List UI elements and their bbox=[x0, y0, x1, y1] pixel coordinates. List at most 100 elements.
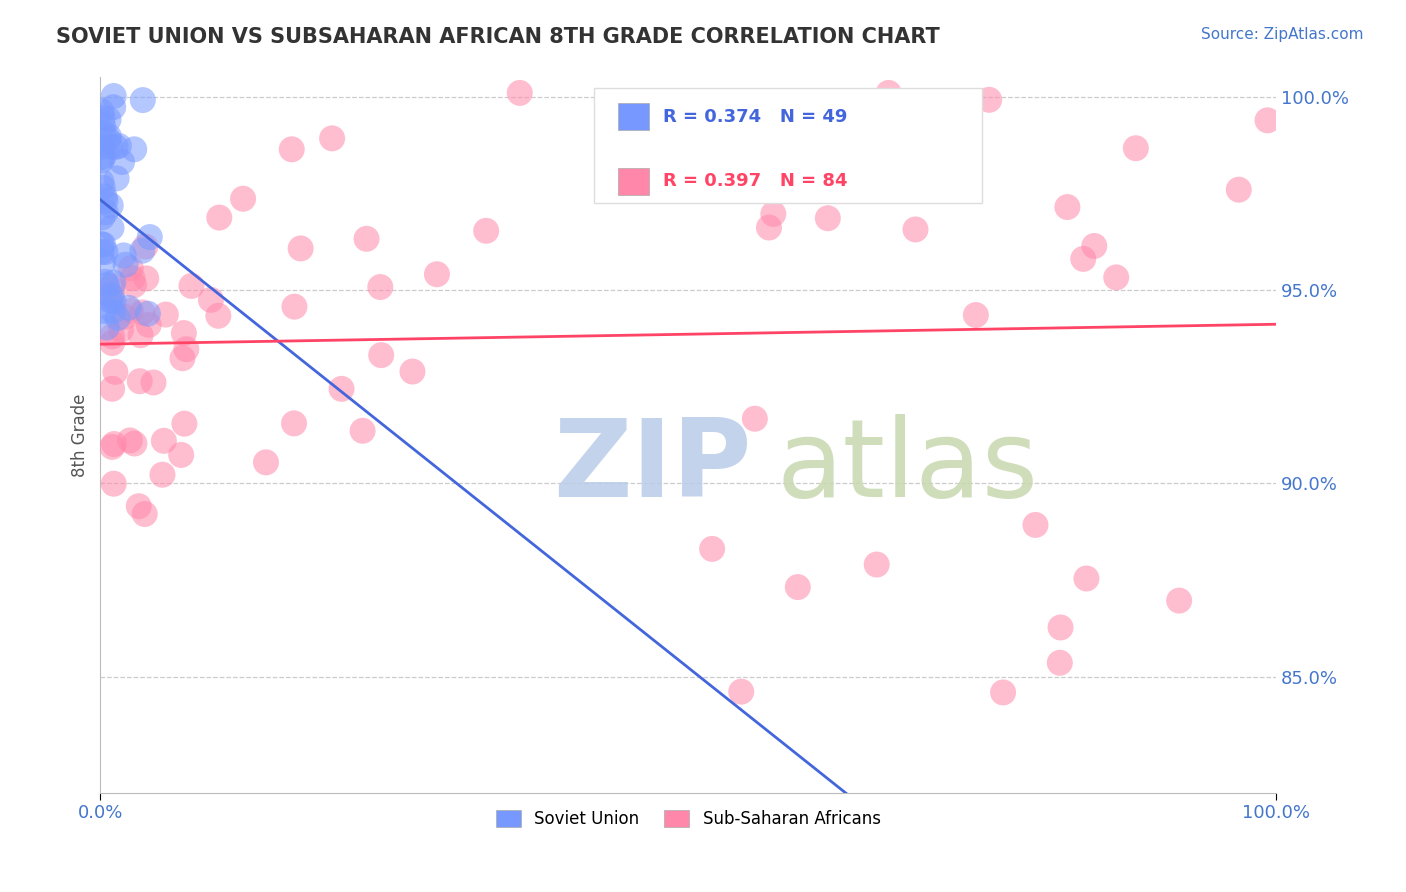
Point bbox=[155, 308, 177, 322]
Point bbox=[128, 374, 150, 388]
Point bbox=[97, 132, 120, 146]
Point bbox=[1024, 517, 1046, 532]
Point bbox=[91, 180, 114, 194]
Point bbox=[1257, 113, 1279, 128]
Point bbox=[173, 417, 195, 431]
Point bbox=[90, 245, 112, 260]
Point bbox=[91, 255, 114, 269]
Point bbox=[280, 142, 302, 156]
Point bbox=[129, 328, 152, 343]
Point bbox=[142, 376, 165, 390]
Point bbox=[132, 93, 155, 107]
Point bbox=[426, 267, 449, 281]
Point bbox=[135, 271, 157, 285]
Point bbox=[368, 280, 391, 294]
Point bbox=[290, 241, 312, 255]
Point bbox=[136, 307, 159, 321]
Point bbox=[100, 198, 122, 212]
Point bbox=[120, 261, 142, 276]
Point bbox=[107, 311, 129, 326]
Point bbox=[700, 541, 723, 556]
Point bbox=[200, 293, 222, 307]
Point bbox=[330, 382, 353, 396]
Point bbox=[820, 179, 842, 194]
Point bbox=[762, 207, 785, 221]
Point bbox=[105, 171, 128, 186]
Point bbox=[90, 237, 112, 252]
Point bbox=[1056, 200, 1078, 214]
Point bbox=[254, 455, 277, 469]
Text: R = 0.374   N = 49: R = 0.374 N = 49 bbox=[664, 108, 848, 126]
FancyBboxPatch shape bbox=[617, 103, 650, 130]
Text: ZIP: ZIP bbox=[553, 414, 751, 520]
Point bbox=[786, 580, 808, 594]
Point bbox=[965, 308, 987, 322]
Point bbox=[91, 237, 114, 252]
Point bbox=[893, 167, 915, 181]
FancyBboxPatch shape bbox=[595, 88, 981, 202]
Point bbox=[122, 278, 145, 293]
Point bbox=[509, 86, 531, 100]
Point bbox=[90, 150, 112, 164]
Text: Source: ZipAtlas.com: Source: ZipAtlas.com bbox=[1201, 27, 1364, 42]
Point bbox=[352, 424, 374, 438]
Point bbox=[103, 294, 125, 309]
Point bbox=[139, 230, 162, 244]
Point bbox=[131, 305, 153, 319]
Point bbox=[170, 448, 193, 462]
Point bbox=[97, 129, 120, 144]
Point bbox=[90, 153, 112, 168]
Point bbox=[94, 245, 117, 260]
Point bbox=[101, 289, 124, 303]
Point bbox=[131, 244, 153, 258]
Point bbox=[112, 248, 135, 262]
Point bbox=[153, 434, 176, 448]
Point bbox=[91, 139, 114, 153]
Point bbox=[979, 93, 1001, 107]
Point bbox=[101, 382, 124, 396]
Point bbox=[779, 151, 801, 165]
Point bbox=[101, 279, 124, 293]
Point bbox=[114, 310, 136, 324]
Point bbox=[122, 142, 145, 156]
Point bbox=[94, 194, 117, 208]
Point bbox=[124, 436, 146, 450]
Point bbox=[475, 224, 498, 238]
Point bbox=[356, 232, 378, 246]
Point bbox=[991, 685, 1014, 699]
Point bbox=[94, 304, 117, 318]
Point bbox=[207, 309, 229, 323]
Point bbox=[94, 205, 117, 219]
Point bbox=[1168, 593, 1191, 607]
Point bbox=[98, 293, 121, 308]
Point bbox=[96, 278, 118, 293]
Point bbox=[370, 348, 392, 362]
Point bbox=[283, 300, 305, 314]
Point bbox=[180, 279, 202, 293]
Point bbox=[877, 86, 900, 100]
Text: R = 0.397   N = 84: R = 0.397 N = 84 bbox=[664, 172, 848, 190]
Point bbox=[91, 118, 114, 132]
Point bbox=[118, 301, 141, 315]
Point bbox=[93, 126, 115, 140]
Point bbox=[104, 365, 127, 379]
Point bbox=[744, 411, 766, 425]
Point bbox=[730, 684, 752, 698]
Point bbox=[101, 440, 124, 454]
Point bbox=[1227, 183, 1250, 197]
Point bbox=[1049, 656, 1071, 670]
Point bbox=[283, 417, 305, 431]
Text: SOVIET UNION VS SUBSAHARAN AFRICAN 8TH GRADE CORRELATION CHART: SOVIET UNION VS SUBSAHARAN AFRICAN 8TH G… bbox=[56, 27, 941, 46]
Point bbox=[93, 189, 115, 203]
Point bbox=[103, 100, 125, 114]
Point bbox=[172, 351, 194, 366]
Point bbox=[96, 320, 118, 334]
Point bbox=[321, 131, 343, 145]
Point bbox=[100, 140, 122, 154]
Point bbox=[866, 558, 889, 572]
Point bbox=[134, 239, 156, 253]
Point bbox=[173, 326, 195, 340]
Point bbox=[208, 211, 231, 225]
Point bbox=[91, 211, 114, 225]
Point bbox=[758, 220, 780, 235]
